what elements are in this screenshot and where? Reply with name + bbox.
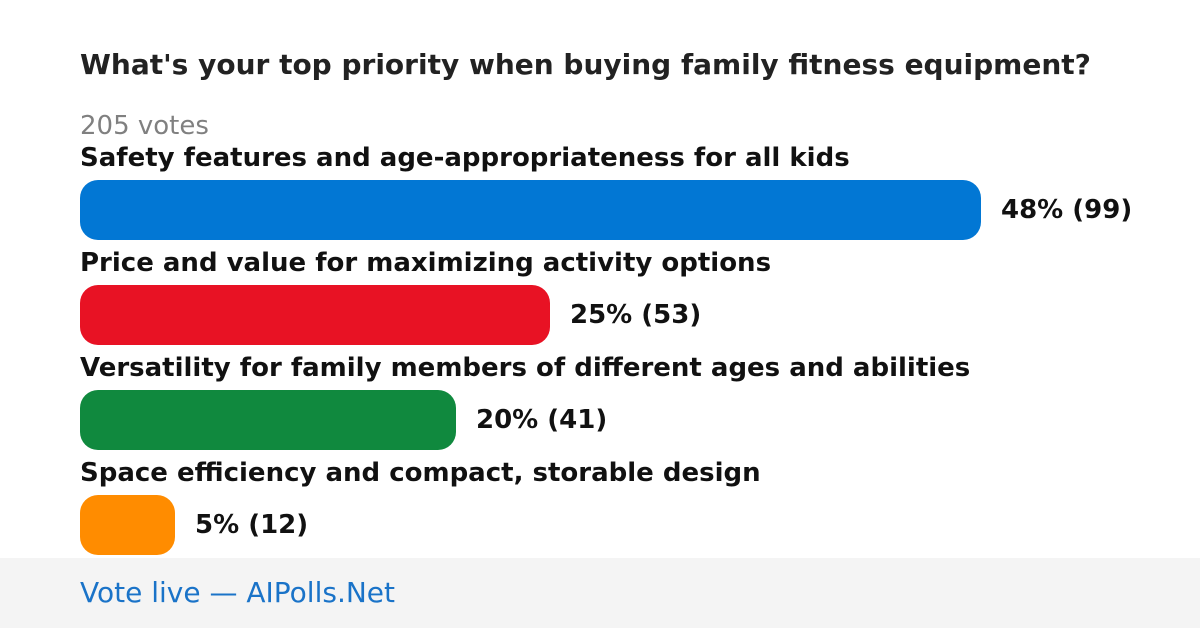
- option-label: Space efficiency and compact, storable d…: [80, 458, 761, 488]
- option-label: Price and value for maximizing activity …: [80, 248, 772, 278]
- option-bar: [80, 390, 456, 450]
- option-value-label: 20% (41): [476, 405, 608, 435]
- footer: Vote live — AIPolls.Net: [0, 558, 1200, 628]
- vote-live-link[interactable]: Vote live — AIPolls.Net: [80, 576, 395, 609]
- option-bar: [80, 180, 981, 240]
- vote-count: 205 votes: [80, 111, 209, 141]
- poll-title: What's your top priority when buying fam…: [80, 48, 1091, 81]
- option-label: Versatility for family members of differ…: [80, 353, 971, 383]
- option-bar: [80, 285, 550, 345]
- option-value-label: 5% (12): [195, 510, 309, 540]
- option-value-label: 25% (53): [570, 300, 702, 330]
- option-value-label: 48% (99): [1001, 195, 1133, 225]
- option-bar: [80, 495, 175, 555]
- option-label: Safety features and age-appropriateness …: [80, 143, 850, 173]
